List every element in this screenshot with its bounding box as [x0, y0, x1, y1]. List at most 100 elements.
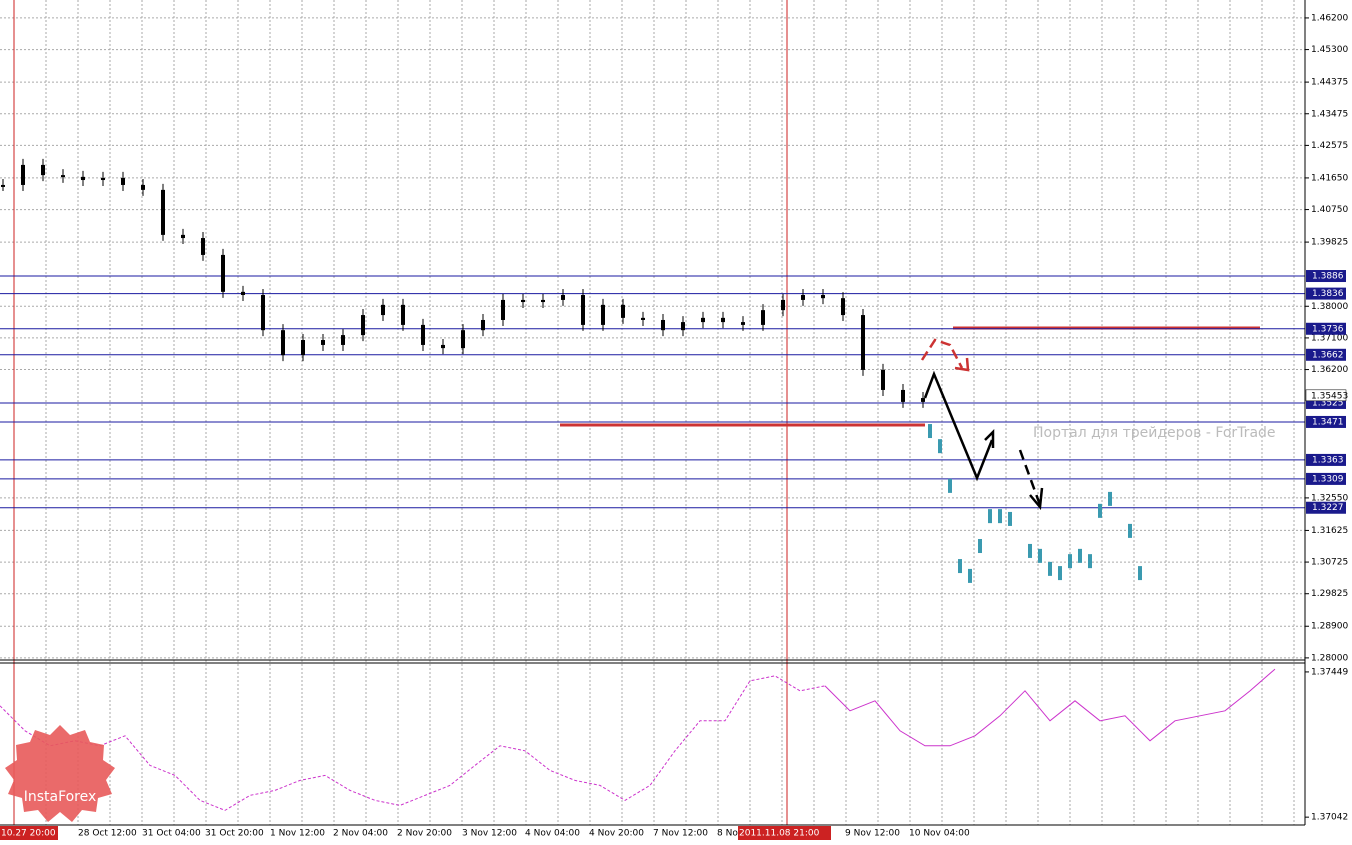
indicator-line [0, 675, 826, 811]
candle [21, 164, 25, 185]
level-label: 1.3525 [1312, 398, 1344, 408]
candle [801, 295, 805, 300]
candle [861, 315, 865, 370]
x-tick-label: 4 Nov 20:00 [589, 829, 644, 839]
x-tick-label: 1 Nov 12:00 [270, 829, 325, 839]
bar [948, 478, 952, 493]
grid [0, 0, 1305, 825]
y-tick-label: 1.28000 [1311, 653, 1348, 663]
bar [968, 568, 972, 583]
candle [601, 304, 605, 325]
y-tick-label: 1.37042 [1311, 813, 1348, 823]
candle [341, 335, 345, 345]
x-tick-label: 3 Nov 12:00 [462, 829, 517, 839]
candle [661, 319, 665, 331]
candle [501, 299, 505, 320]
x-tick-label: 28 Oct 12:00 [78, 829, 137, 839]
y-tick-label: 1.41650 [1311, 173, 1348, 183]
candle [161, 189, 165, 235]
level-box [1306, 287, 1346, 300]
bar [978, 539, 982, 554]
bar [1068, 554, 1072, 569]
candle [521, 299, 525, 303]
bar [1128, 523, 1132, 538]
y-tick-label: 1.44375 [1311, 78, 1348, 88]
highlight-label: 2011.11.08 21:00 [739, 829, 820, 839]
x-tick-label: 31 Oct 20:00 [205, 829, 264, 839]
bar [1008, 511, 1012, 526]
y-tick-label: 1.37449 [1311, 667, 1348, 677]
bar [998, 509, 1002, 524]
candle [721, 317, 725, 323]
x-tick-label: 10 Nov 04:00 [909, 829, 970, 839]
y-tick-label: 1.28900 [1311, 622, 1348, 632]
y-tick-label: 1.36200 [1311, 365, 1348, 375]
candle [221, 254, 225, 292]
candle [261, 295, 265, 331]
candle [881, 369, 885, 390]
y-tick-label: 1.45300 [1311, 45, 1348, 55]
candle [301, 340, 305, 356]
price-label: 1.35453 [1311, 391, 1348, 401]
logo-text: InstaForex [24, 789, 97, 805]
candle [681, 322, 685, 331]
price-box [1305, 389, 1347, 402]
bar [1078, 548, 1082, 563]
x-tick-label: 8 No [717, 829, 738, 839]
bar [1108, 491, 1112, 506]
candle [901, 389, 905, 402]
x-tick-label: 9 Nov 12:00 [845, 829, 900, 839]
marks [0, 158, 1305, 811]
candle [241, 291, 245, 296]
level-box [1306, 348, 1346, 361]
candle [121, 177, 125, 185]
bar [988, 509, 992, 524]
candle [641, 317, 645, 320]
highlight-box [0, 826, 58, 840]
x-tick-label: 2 Nov 20:00 [397, 829, 452, 839]
candle [321, 340, 325, 345]
candle [361, 315, 365, 336]
bar [1058, 566, 1062, 581]
y-tick-label: 1.38000 [1311, 302, 1348, 312]
candle [701, 317, 705, 323]
bar [1138, 566, 1142, 581]
candle [621, 304, 625, 318]
candle [741, 322, 745, 325]
candle [421, 324, 425, 345]
level-box [1306, 472, 1346, 485]
candle [781, 299, 785, 311]
level-box [1306, 322, 1346, 335]
candle [761, 310, 765, 325]
y-tick-label: 1.39825 [1311, 238, 1348, 248]
bar [1028, 543, 1032, 558]
candle [561, 295, 565, 300]
level-box [1306, 453, 1346, 466]
y-tick-label: 1.31625 [1311, 526, 1348, 536]
level-label: 1.3363 [1312, 455, 1344, 465]
candle [841, 298, 845, 316]
y-tick-label: 1.46200 [1311, 13, 1348, 23]
candle [181, 234, 185, 239]
bar [1048, 561, 1052, 576]
candle [441, 344, 445, 349]
candle [61, 175, 65, 178]
candle [821, 295, 825, 299]
candle [381, 304, 385, 316]
level-box [1306, 415, 1346, 428]
y-tick-label: 1.29825 [1311, 589, 1348, 599]
candle [81, 176, 85, 181]
candle [141, 184, 145, 190]
level-label: 1.3836 [1312, 289, 1344, 299]
bar [1088, 554, 1092, 569]
watermark: Портал для трейдеров - ForTrade [1033, 425, 1276, 441]
indicator-line [824, 668, 1276, 747]
level-label: 1.3309 [1312, 474, 1344, 484]
bar [928, 424, 932, 439]
x-tick-label: 7 Nov 12:00 [653, 829, 708, 839]
candle [101, 177, 105, 181]
y-tick-label: 1.43475 [1311, 109, 1348, 119]
bar [938, 439, 942, 454]
highlight-box [738, 826, 831, 840]
